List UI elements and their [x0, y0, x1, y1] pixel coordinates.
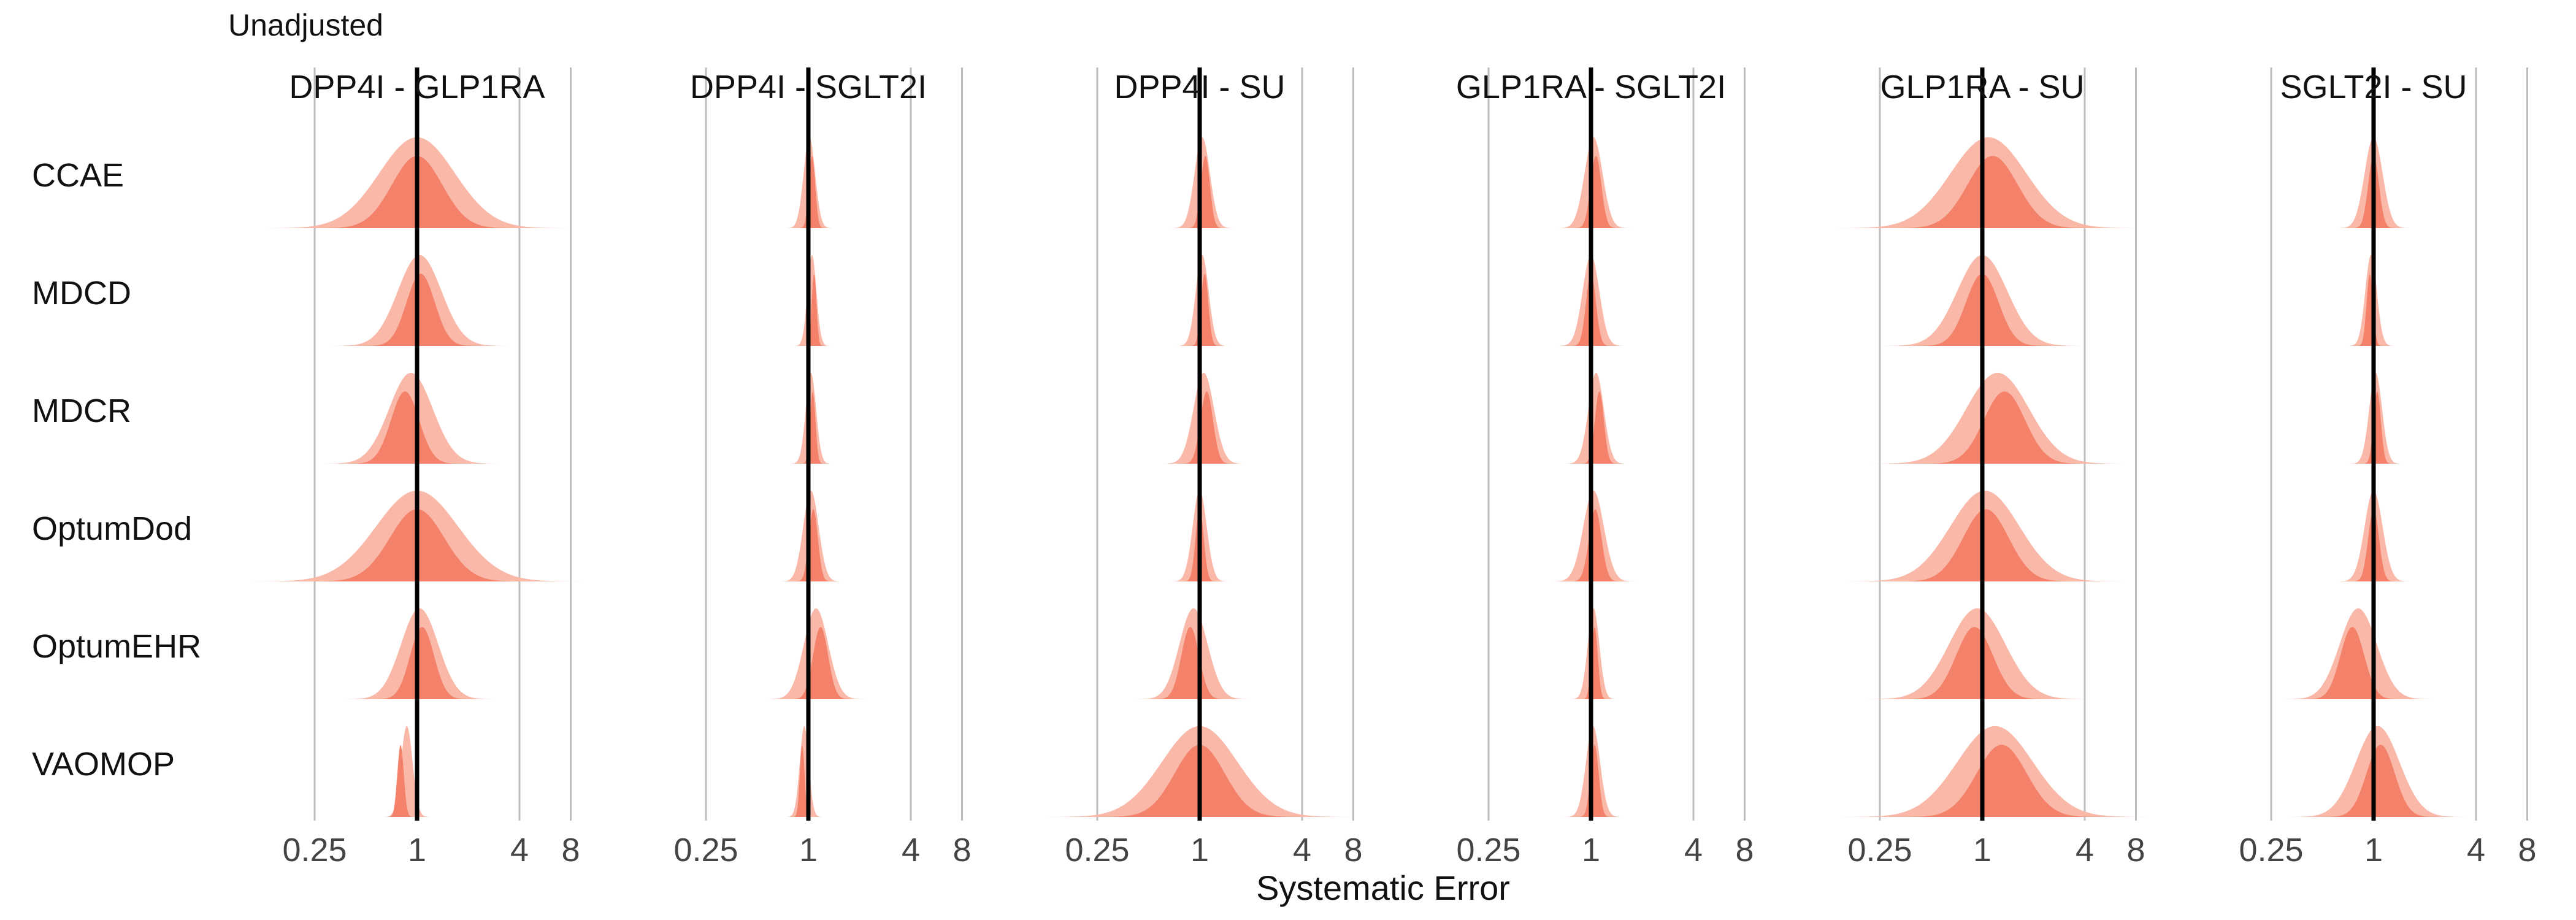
x-tick-label: 8 — [1344, 832, 1362, 868]
ridge-outer-vaomop-dpp4i-glp1ra — [376, 726, 438, 817]
x-tick-label: 1 — [2364, 832, 2383, 868]
ridge-inner-optumehr-glp1ra-sglt2i — [1563, 627, 1625, 699]
x-tick-label: 0.25 — [1065, 832, 1129, 868]
ridge-inner-mdcd-dpp4i-sglt2i — [783, 274, 845, 346]
ridge-inner-mdcd-dpp4i-su — [1174, 274, 1236, 346]
x-tick-label: 4 — [2076, 832, 2094, 868]
reference-lines — [415, 67, 2376, 821]
facet-title-glp1ra-sglt2i: GLP1RA - SGLT2I — [1456, 69, 1726, 105]
row-label-optumehr: OptumEHR — [32, 628, 201, 665]
x-tick-label: 8 — [953, 832, 971, 868]
x-tick-label: 0.25 — [2239, 832, 2303, 868]
ridge-inner-vaomop-glp1ra-sglt2i — [1563, 745, 1625, 817]
ridge-inner-ccae-glp1ra-sglt2i — [1565, 156, 1627, 228]
row-labels: CCAE MDCD MDCR OptumDod OptumEHR VAOMOP — [32, 157, 201, 783]
ridge-inner-ccae-dpp4i-sglt2i — [781, 156, 843, 228]
x-tick-label: 4 — [1684, 832, 1703, 868]
facet-title-glp1ra-su: GLP1RA - SU — [1880, 69, 2084, 105]
row-label-mdcd: MDCD — [32, 275, 131, 312]
x-tick-label: 0.25 — [673, 832, 738, 868]
row-label-optumdod: OptumDod — [32, 510, 192, 547]
x-tick-label: 1 — [408, 832, 426, 868]
ridge-inner-mdcr-glp1ra-su — [1922, 391, 2087, 464]
x-tick-label: 0.25 — [1847, 832, 1912, 868]
ridge-inner-mdcr-dpp4i-glp1ra — [348, 391, 462, 464]
grid-layer — [313, 67, 2528, 821]
ridge-inner-mdcd-sglt2i-su — [2339, 274, 2401, 346]
ridge-inner-optumdod-glp1ra-sglt2i — [1564, 509, 1627, 581]
ridge-inner-optumehr-dpp4i-sglt2i — [789, 627, 851, 699]
row-label-mdcr: MDCR — [32, 393, 131, 429]
x-tick-label: 8 — [2126, 832, 2145, 868]
x-tick-label: 1 — [1582, 832, 1600, 868]
x-axis-title: Systematic Error — [1256, 868, 1510, 907]
x-tick-label: 4 — [1293, 832, 1311, 868]
ridge-inner-mdcd-dpp4i-glp1ra — [364, 274, 477, 346]
ridge-inner-vaomop-dpp4i-glp1ra — [370, 745, 432, 817]
facet-titles: DPP4I - GLP1RA DPP4I - SGLT2I DPP4I - SU GL… — [289, 69, 2467, 105]
facet-title-dpp4i-glp1ra: DPP4I - GLP1RA — [289, 69, 545, 105]
distributions-layer — [253, 137, 2465, 817]
x-tick-label: 1 — [1973, 832, 1991, 868]
x-tick-label: 8 — [2518, 832, 2536, 868]
ridge-inner-ccae-dpp4i-su — [1175, 156, 1236, 228]
x-tick-labels: 0.25 1 4 8 0.25 1 4 8 0.25 1 4 8 0.25 1 4 8 0.25 1 4 8 0.25 1… — [282, 832, 2536, 868]
facet-title-sglt2i-su: SGLT2I - SU — [2280, 69, 2467, 105]
x-tick-label: 8 — [561, 832, 580, 868]
ridge-inner-optumdod-glp1ra-su — [1895, 509, 2077, 581]
x-tick-label: 1 — [799, 832, 818, 868]
ridge-inner-mdcr-dpp4i-su — [1176, 391, 1238, 464]
x-tick-label: 1 — [1190, 832, 1209, 868]
x-tick-label: 4 — [510, 832, 529, 868]
ridge-inner-optumehr-dpp4i-su — [1154, 627, 1226, 699]
ridge-inner-vaomop-dpp4i-sglt2i — [771, 745, 834, 817]
x-tick-label: 8 — [1735, 832, 1754, 868]
facet-title-dpp4i-sglt2i: DPP4I - SGLT2I — [690, 69, 927, 105]
ridge-inner-optumehr-dpp4i-glp1ra — [374, 627, 470, 699]
ridge-inner-optumehr-glp1ra-su — [1901, 627, 2049, 699]
ridge-inner-mdcr-sglt2i-su — [2346, 391, 2408, 464]
x-tick-label: 0.25 — [1456, 832, 1520, 868]
chart-title: Unadjusted — [228, 8, 383, 42]
ridge-inner-ccae-glp1ra-su — [1893, 156, 2093, 228]
ridge-inner-optumdod-dpp4i-sglt2i — [783, 509, 845, 581]
ridge-inner-optumehr-sglt2i-su — [2304, 627, 2400, 699]
ridge-inner-vaomop-glp1ra-su — [1901, 745, 2102, 817]
ridge-inner-mdcr-dpp4i-sglt2i — [781, 391, 844, 464]
ridge-inner-vaomop-sglt2i-su — [2324, 745, 2437, 817]
ridge-inner-mdcr-glp1ra-sglt2i — [1568, 391, 1630, 464]
x-tick-label: 0.25 — [282, 832, 347, 868]
row-label-vaomop: VAOMOP — [32, 746, 175, 783]
facet-title-dpp4i-su: DPP4I - SU — [1114, 69, 1285, 105]
row-label-ccae: CCAE — [32, 157, 124, 194]
x-tick-label: 4 — [902, 832, 920, 868]
x-tick-label: 4 — [2467, 832, 2485, 868]
